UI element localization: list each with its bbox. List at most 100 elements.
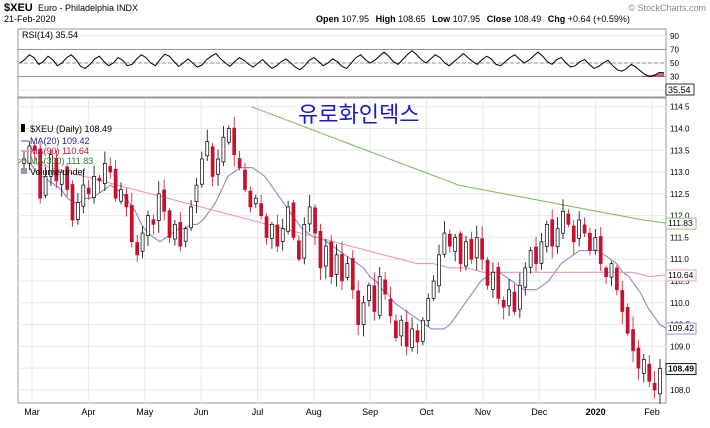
x-tick-label: 2020: [586, 407, 606, 417]
candle-body: [291, 202, 296, 238]
candle-body: [544, 224, 549, 247]
candle-body: [485, 259, 490, 286]
candle-body: [372, 285, 377, 312]
candle-body: [512, 291, 517, 312]
candle-body: [491, 271, 495, 290]
candle-body: [458, 233, 463, 264]
candle-body: [178, 221, 183, 247]
candle-body: [469, 238, 474, 260]
candlesticks: [22, 116, 662, 404]
change-label: Chg: [548, 14, 566, 24]
high-label: High: [376, 14, 396, 24]
candle-body: [49, 154, 53, 177]
candle-body: [140, 232, 145, 252]
candle-body: [561, 210, 565, 234]
candle-body: [658, 368, 662, 395]
x-tick-label: Apr: [81, 407, 95, 417]
x-tick-label: Oct: [420, 407, 435, 417]
candle-body: [146, 215, 150, 236]
value-tag-box: [665, 363, 697, 376]
candle-body: [447, 233, 452, 247]
candle-body: [615, 267, 619, 291]
rsi-y-tick-label: 50: [670, 59, 679, 68]
x-tick-label: Jun: [194, 407, 209, 417]
candle-body: [151, 219, 156, 225]
candle-body: [340, 254, 344, 282]
watermark: © StockCharts.com: [628, 3, 706, 13]
rsi-reference-lines: [18, 49, 666, 77]
candle-body: [259, 203, 264, 216]
candle-body: [43, 176, 48, 196]
candle-body: [496, 266, 501, 299]
candle-body: [442, 232, 447, 255]
candle-body: [593, 237, 598, 251]
candle-body: [129, 204, 134, 243]
candle-body: [194, 184, 199, 202]
candle-body: [598, 236, 603, 264]
candle-body: [534, 246, 538, 264]
candle-body: [124, 194, 129, 208]
price-grid: [18, 98, 666, 403]
candle-body: [323, 245, 328, 267]
candle-body: [539, 241, 544, 264]
candle-body: [167, 210, 172, 238]
candle-body: [420, 319, 425, 342]
candle-body: [280, 228, 285, 242]
candle-body: [361, 302, 366, 325]
candle-body: [92, 176, 96, 198]
rsi-line: [19, 50, 665, 78]
candle-body: [377, 276, 382, 316]
candle-body: [248, 190, 253, 208]
price-y-tick-label: 110.0: [670, 299, 690, 308]
candle-body: [550, 219, 555, 247]
candle-body: [636, 347, 641, 369]
candle-body: [453, 237, 458, 252]
close-value: 108.49: [514, 14, 542, 24]
rsi-oversold-fill: [640, 72, 664, 77]
candle-body: [464, 241, 468, 267]
candle-body: [652, 383, 657, 391]
open-label: Open: [316, 14, 339, 24]
symbol-label: $XEU: [4, 2, 33, 14]
candle-body: [264, 216, 269, 238]
legend-volume: Volume undef: [30, 167, 86, 177]
price-y-tick-label: 114.0: [670, 125, 690, 134]
candle-body: [356, 290, 361, 325]
value-tag-label: 110.64: [668, 270, 694, 280]
candle-body: [205, 141, 210, 157]
candle-body: [27, 145, 32, 164]
candle-body: [221, 136, 226, 163]
candle-body: [81, 184, 86, 207]
overlay-title: 유로화인덱스: [298, 102, 419, 127]
price-y-tick-label: 109.0: [670, 342, 691, 351]
candle-body: [297, 240, 301, 260]
value-tag-box: [665, 269, 697, 282]
value-tag-box: [665, 217, 697, 230]
candle-body: [647, 363, 652, 382]
ohlc-readout: Open 107.95 High 108.65 Low 107.95 Close…: [316, 14, 630, 24]
candle-body: [113, 168, 118, 199]
candle-body: [609, 263, 614, 278]
candle-body: [383, 279, 387, 295]
candle-body: [216, 158, 220, 175]
candle-body: [97, 177, 102, 182]
candle-body: [183, 228, 188, 242]
candle-body: [631, 329, 635, 352]
candle-body: [65, 166, 69, 190]
candle-body: [577, 219, 582, 239]
candle-body: [38, 148, 43, 199]
price-y-tick-label: 113.0: [670, 168, 690, 177]
candle-body: [431, 280, 436, 299]
price-y-tick-label: 112.5: [670, 190, 690, 199]
candle-body: [226, 128, 231, 143]
x-tick-label: Sep: [362, 407, 378, 417]
candle-body: [102, 163, 107, 184]
candle-body: [388, 298, 393, 317]
candle-body: [345, 263, 350, 278]
value-tag-label: 109.42: [668, 323, 694, 333]
candle-body: [76, 202, 80, 220]
candle-body: [275, 224, 280, 247]
candle-body: [367, 285, 371, 301]
low-label: Low: [432, 14, 451, 24]
change-value: +0.64 (+0.59%): [568, 14, 630, 24]
